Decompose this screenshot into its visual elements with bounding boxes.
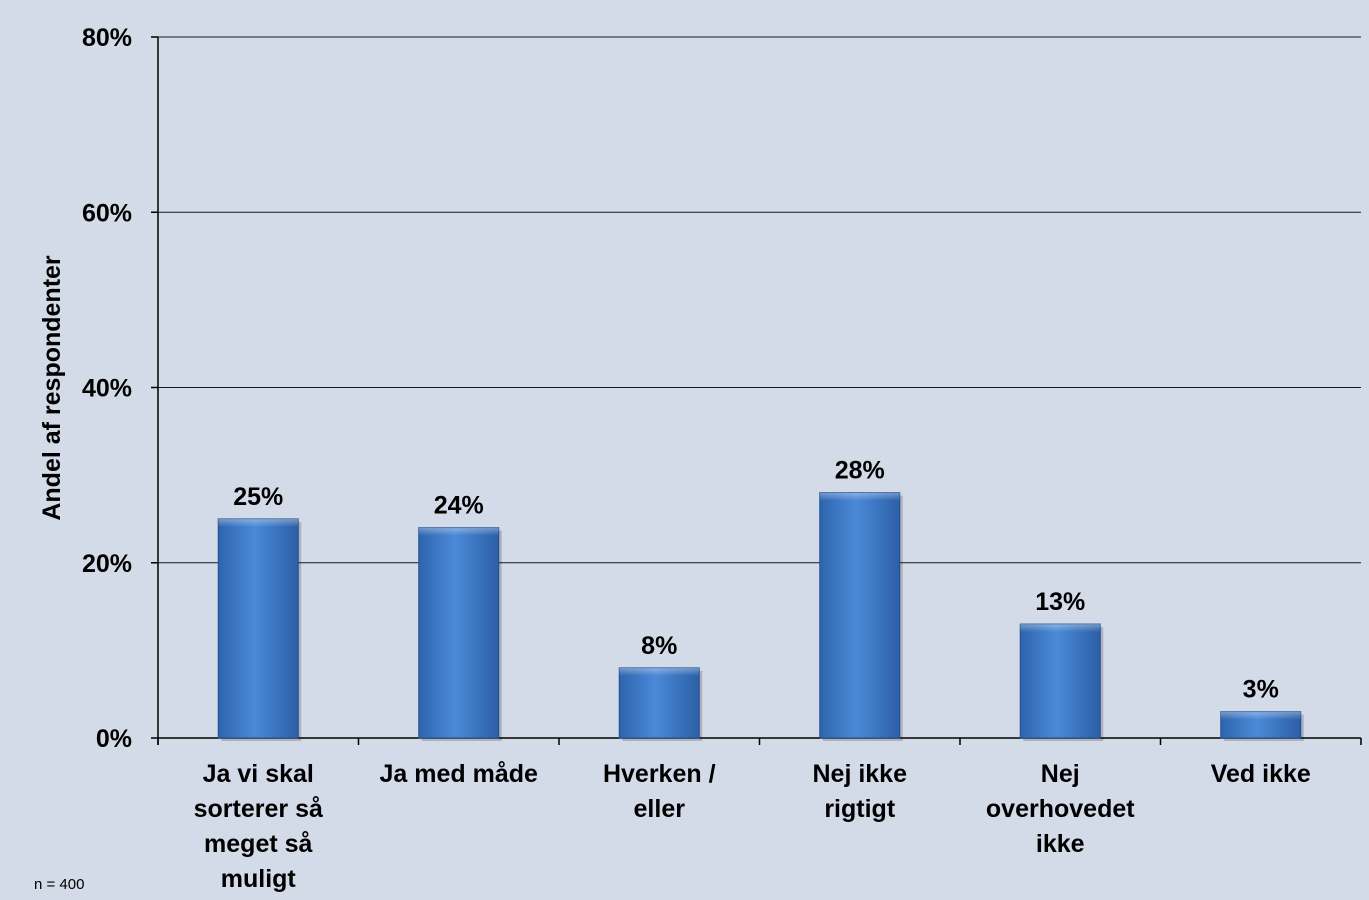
bar-2 [618,667,700,739]
bars [217,492,1304,741]
category-label-2: Hverken / eller [603,760,716,823]
data-label-4: 13% [1035,588,1085,616]
bar-3 [819,492,901,739]
labels: 0% 20% 40% 60% 80% 25% Ja vi skal sorterer så me… [82,24,1311,893]
bar-highlight-5 [1220,711,1301,720]
category-label-4: Nej overhovedet ikke [986,760,1135,858]
data-label-5: 3% [1243,676,1279,704]
category-label-3: Nej ikke rigtigt [812,760,907,823]
bar-4 [1019,623,1101,739]
y-tick-label-0: 0% [96,725,132,753]
bar-1 [418,527,500,739]
bar-0 [217,518,299,739]
category-label-1: Ja med måde [380,760,539,788]
bar-highlight-1 [418,527,499,536]
bar-highlight-2 [619,667,700,676]
y-tick-label-20: 20% [82,550,132,578]
data-label-1: 24% [434,492,484,520]
y-tick-label-60: 60% [82,199,132,227]
bar-highlight-4 [1020,624,1101,633]
data-label-2: 8% [641,632,677,660]
data-label-0: 25% [233,483,283,511]
bar-highlight-3 [819,492,900,501]
sample-size-note: n = 400 [34,876,85,893]
bar-highlight-0 [218,518,299,527]
y-tick-label-80: 80% [82,24,132,52]
gridlines [158,36,1361,564]
category-label-5: Ved ikke [1211,760,1311,788]
category-label-0: Ja vi skal sorterer så meget så muligt [194,760,323,893]
y-axis-title: Andel af respondenter [38,255,66,521]
y-tick-label-40: 40% [82,375,132,403]
data-label-3: 28% [835,457,885,485]
axes [151,36,1362,745]
